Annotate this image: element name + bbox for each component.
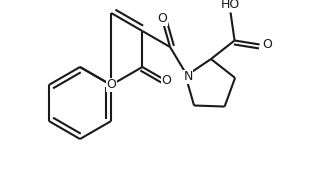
Text: HO: HO bbox=[221, 0, 240, 11]
Text: O: O bbox=[262, 38, 273, 51]
Text: O: O bbox=[162, 74, 171, 88]
Text: O: O bbox=[157, 13, 167, 25]
Text: O: O bbox=[106, 79, 116, 91]
Text: N: N bbox=[183, 71, 193, 83]
